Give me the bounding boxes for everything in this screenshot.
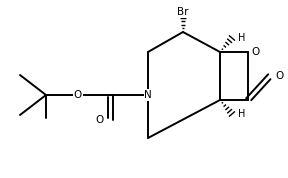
Text: O: O (96, 115, 104, 125)
Text: O: O (74, 90, 82, 100)
Text: N: N (144, 90, 152, 100)
Text: H: H (238, 109, 246, 119)
Text: O: O (252, 47, 260, 57)
Text: H: H (238, 33, 246, 43)
Text: O: O (275, 71, 283, 81)
Text: Br: Br (177, 7, 189, 17)
